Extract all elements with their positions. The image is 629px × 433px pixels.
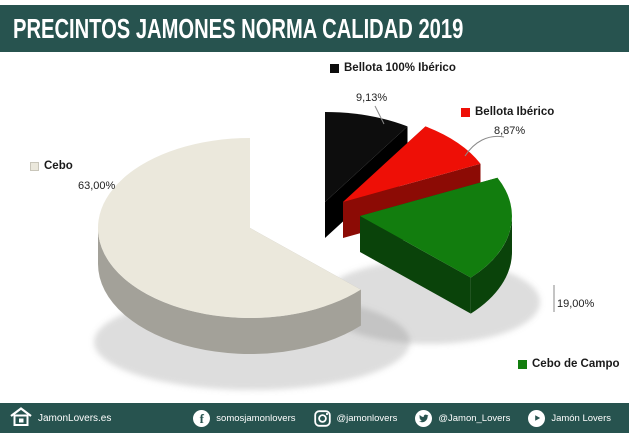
value-cebo-de-campo: 19,00% xyxy=(557,298,595,310)
instagram-link[interactable]: @jamonlovers xyxy=(313,409,398,427)
instagram-icon xyxy=(313,409,331,427)
legend-cebo: Cebo xyxy=(30,160,73,172)
site-label: JamonLovers.es xyxy=(38,412,112,424)
value-bellota-iberico: 8,87% xyxy=(494,125,526,137)
youtube-icon xyxy=(528,409,546,427)
youtube-handle: Jamón Lovers xyxy=(551,412,611,424)
footer-bar: JamonLovers.es f somosjamonlovers @jamon… xyxy=(0,403,629,433)
facebook-handle: somosjamonlovers xyxy=(216,412,296,424)
legend-cebo-de-campo: Cebo de Campo xyxy=(518,358,620,370)
social-links: f somosjamonlovers @jamonlovers xyxy=(193,409,611,427)
facebook-link[interactable]: f somosjamonlovers xyxy=(193,409,296,427)
legend-bellota-100-iberico: Bellota 100% Ibérico xyxy=(330,62,456,74)
youtube-link[interactable]: Jamón Lovers xyxy=(528,409,611,427)
legend-swatch-green xyxy=(518,359,527,369)
home-icon xyxy=(10,407,32,429)
value-bellota-100-iberico: 9,13% xyxy=(356,92,388,104)
legend-label: Bellota Ibérico xyxy=(475,106,555,118)
site-link[interactable]: JamonLovers.es xyxy=(10,407,111,429)
header-bar: PRECINTOS JAMONES NORMA CALIDAD 2019 Jam… xyxy=(0,5,629,52)
legend-swatch-red xyxy=(461,107,470,117)
facebook-icon: f xyxy=(193,409,211,427)
legend-label: Bellota 100% Ibérico xyxy=(344,62,456,74)
legend-bellota-iberico: Bellota Ibérico xyxy=(461,106,554,118)
legend-label: Cebo xyxy=(44,160,73,172)
twitter-handle: @Jamon_Lovers xyxy=(438,412,511,424)
legend-swatch-black xyxy=(330,63,339,73)
pie-chart: Bellota 100% Ibérico 9,13% Bellota Ibéri… xyxy=(0,52,629,403)
twitter-icon xyxy=(415,409,433,427)
value-cebo: 63,00% xyxy=(78,180,116,192)
page-title: PRECINTOS JAMONES NORMA CALIDAD 2019 xyxy=(13,12,464,44)
instagram-handle: @jamonlovers xyxy=(336,412,398,424)
legend-label: Cebo de Campo xyxy=(532,358,620,370)
twitter-link[interactable]: @Jamon_Lovers xyxy=(415,409,511,427)
legend-swatch-cream xyxy=(30,161,39,171)
pie-3d-graphic xyxy=(94,105,555,390)
